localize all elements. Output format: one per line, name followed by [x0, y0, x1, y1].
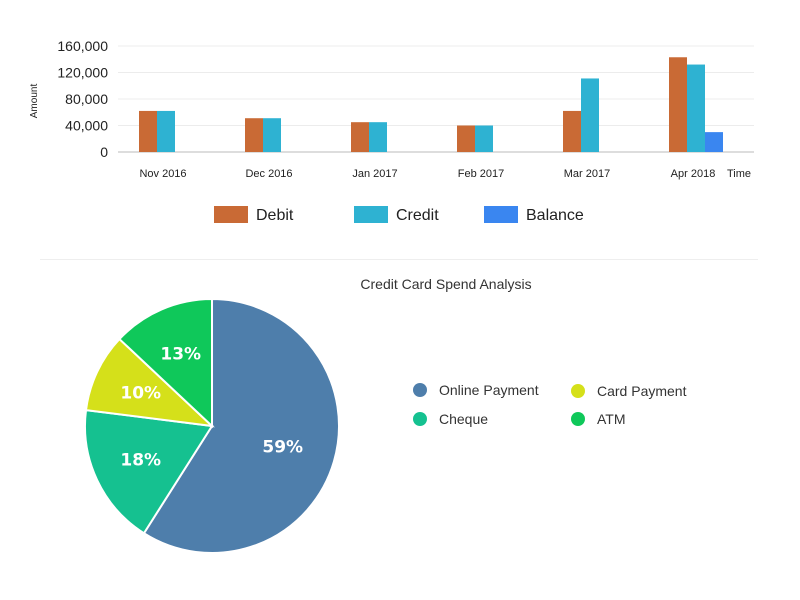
legend-swatch-debit: [214, 206, 248, 223]
pie-legend-marker-card-payment: [571, 384, 585, 398]
bar-debit-mar-2017: [563, 110, 581, 152]
pie-legend: Online Payment Cheque Card Payment ATM: [413, 382, 687, 427]
bar-grid: [118, 45, 754, 153]
pie-label-card-payment: 10%: [120, 383, 161, 403]
bar-y-ticks: 0 40,000 80,000 120,000 160,000: [57, 38, 108, 160]
y-tick-label: 80,000: [65, 91, 108, 107]
pie-slice-card-payment[interactable]: [84, 337, 215, 428]
bar-y-axis-title: Amount: [29, 84, 40, 119]
bar-credit-apr-2018: [687, 64, 705, 152]
bar-debit-jan-2017: [351, 122, 369, 152]
pie-legend-marker-atm: [571, 412, 585, 426]
x-category-label: Dec 2016: [245, 168, 292, 180]
bar-debit-dec-2016: [245, 118, 263, 152]
legend-label-debit[interactable]: Debit: [256, 207, 294, 224]
x-category-label: Jan 2017: [352, 168, 397, 180]
section-divider: [40, 259, 758, 260]
pie-title: Credit Card Spend Analysis: [360, 276, 531, 292]
legend-swatch-credit: [354, 206, 388, 223]
bar-legend: Debit Credit Balance: [214, 206, 584, 224]
x-category-label: Feb 2017: [458, 168, 504, 180]
bar-x-axis-title: Time: [727, 168, 751, 180]
bar-credit-dec-2016: [263, 118, 281, 152]
x-category-label: Mar 2017: [564, 168, 610, 180]
bar-debit-apr-2018: [669, 57, 687, 153]
pie-legend-label-cheque[interactable]: Cheque: [439, 411, 488, 427]
pie-legend-marker-cheque: [413, 412, 427, 426]
bar-chart: 0 40,000 80,000 120,000 160,000 Nov 2016 Dec …: [29, 38, 754, 224]
bar-debit-nov-2016: [139, 110, 157, 152]
x-category-label: Nov 2016: [139, 168, 186, 180]
pie-legend-marker-online-payment: [413, 383, 427, 397]
legend-swatch-balance: [484, 206, 518, 223]
bar-balance-apr-2018: [705, 132, 723, 152]
pie-legend-label-card-payment[interactable]: Card Payment: [597, 383, 687, 399]
pie-labels: 59% 18% 10% 13%: [120, 345, 303, 471]
y-tick-label: 120,000: [57, 65, 108, 81]
legend-label-credit[interactable]: Credit: [396, 207, 439, 224]
bar-bars: [139, 57, 723, 153]
bar-debit-feb-2017: [457, 125, 475, 152]
pie-legend-label-atm[interactable]: ATM: [597, 411, 626, 427]
bar-x-categories: Nov 2016 Dec 2016 Jan 2017 Feb 2017 Mar 2017…: [139, 168, 715, 180]
x-category-label: Apr 2018: [671, 168, 716, 180]
y-tick-label: 40,000: [65, 118, 108, 134]
pie-label-online-payment: 59%: [262, 438, 303, 458]
bar-credit-jan-2017: [369, 122, 387, 152]
pie-label-cheque: 18%: [120, 451, 161, 471]
pie-slices: [84, 297, 340, 554]
pie-legend-label-online-payment[interactable]: Online Payment: [439, 382, 539, 398]
pie-slice-cheque[interactable]: [84, 408, 214, 535]
pie-slice-online-payment[interactable]: [142, 297, 340, 554]
bar-credit-feb-2017: [475, 125, 493, 152]
y-tick-label: 160,000: [57, 38, 108, 54]
legend-label-balance[interactable]: Balance: [526, 207, 584, 224]
bar-credit-mar-2017: [581, 78, 599, 152]
bar-credit-nov-2016: [157, 110, 175, 152]
pie-slice-atm[interactable]: [118, 297, 213, 429]
y-tick-label: 0: [100, 144, 108, 160]
pie-label-atm: 13%: [160, 345, 201, 365]
